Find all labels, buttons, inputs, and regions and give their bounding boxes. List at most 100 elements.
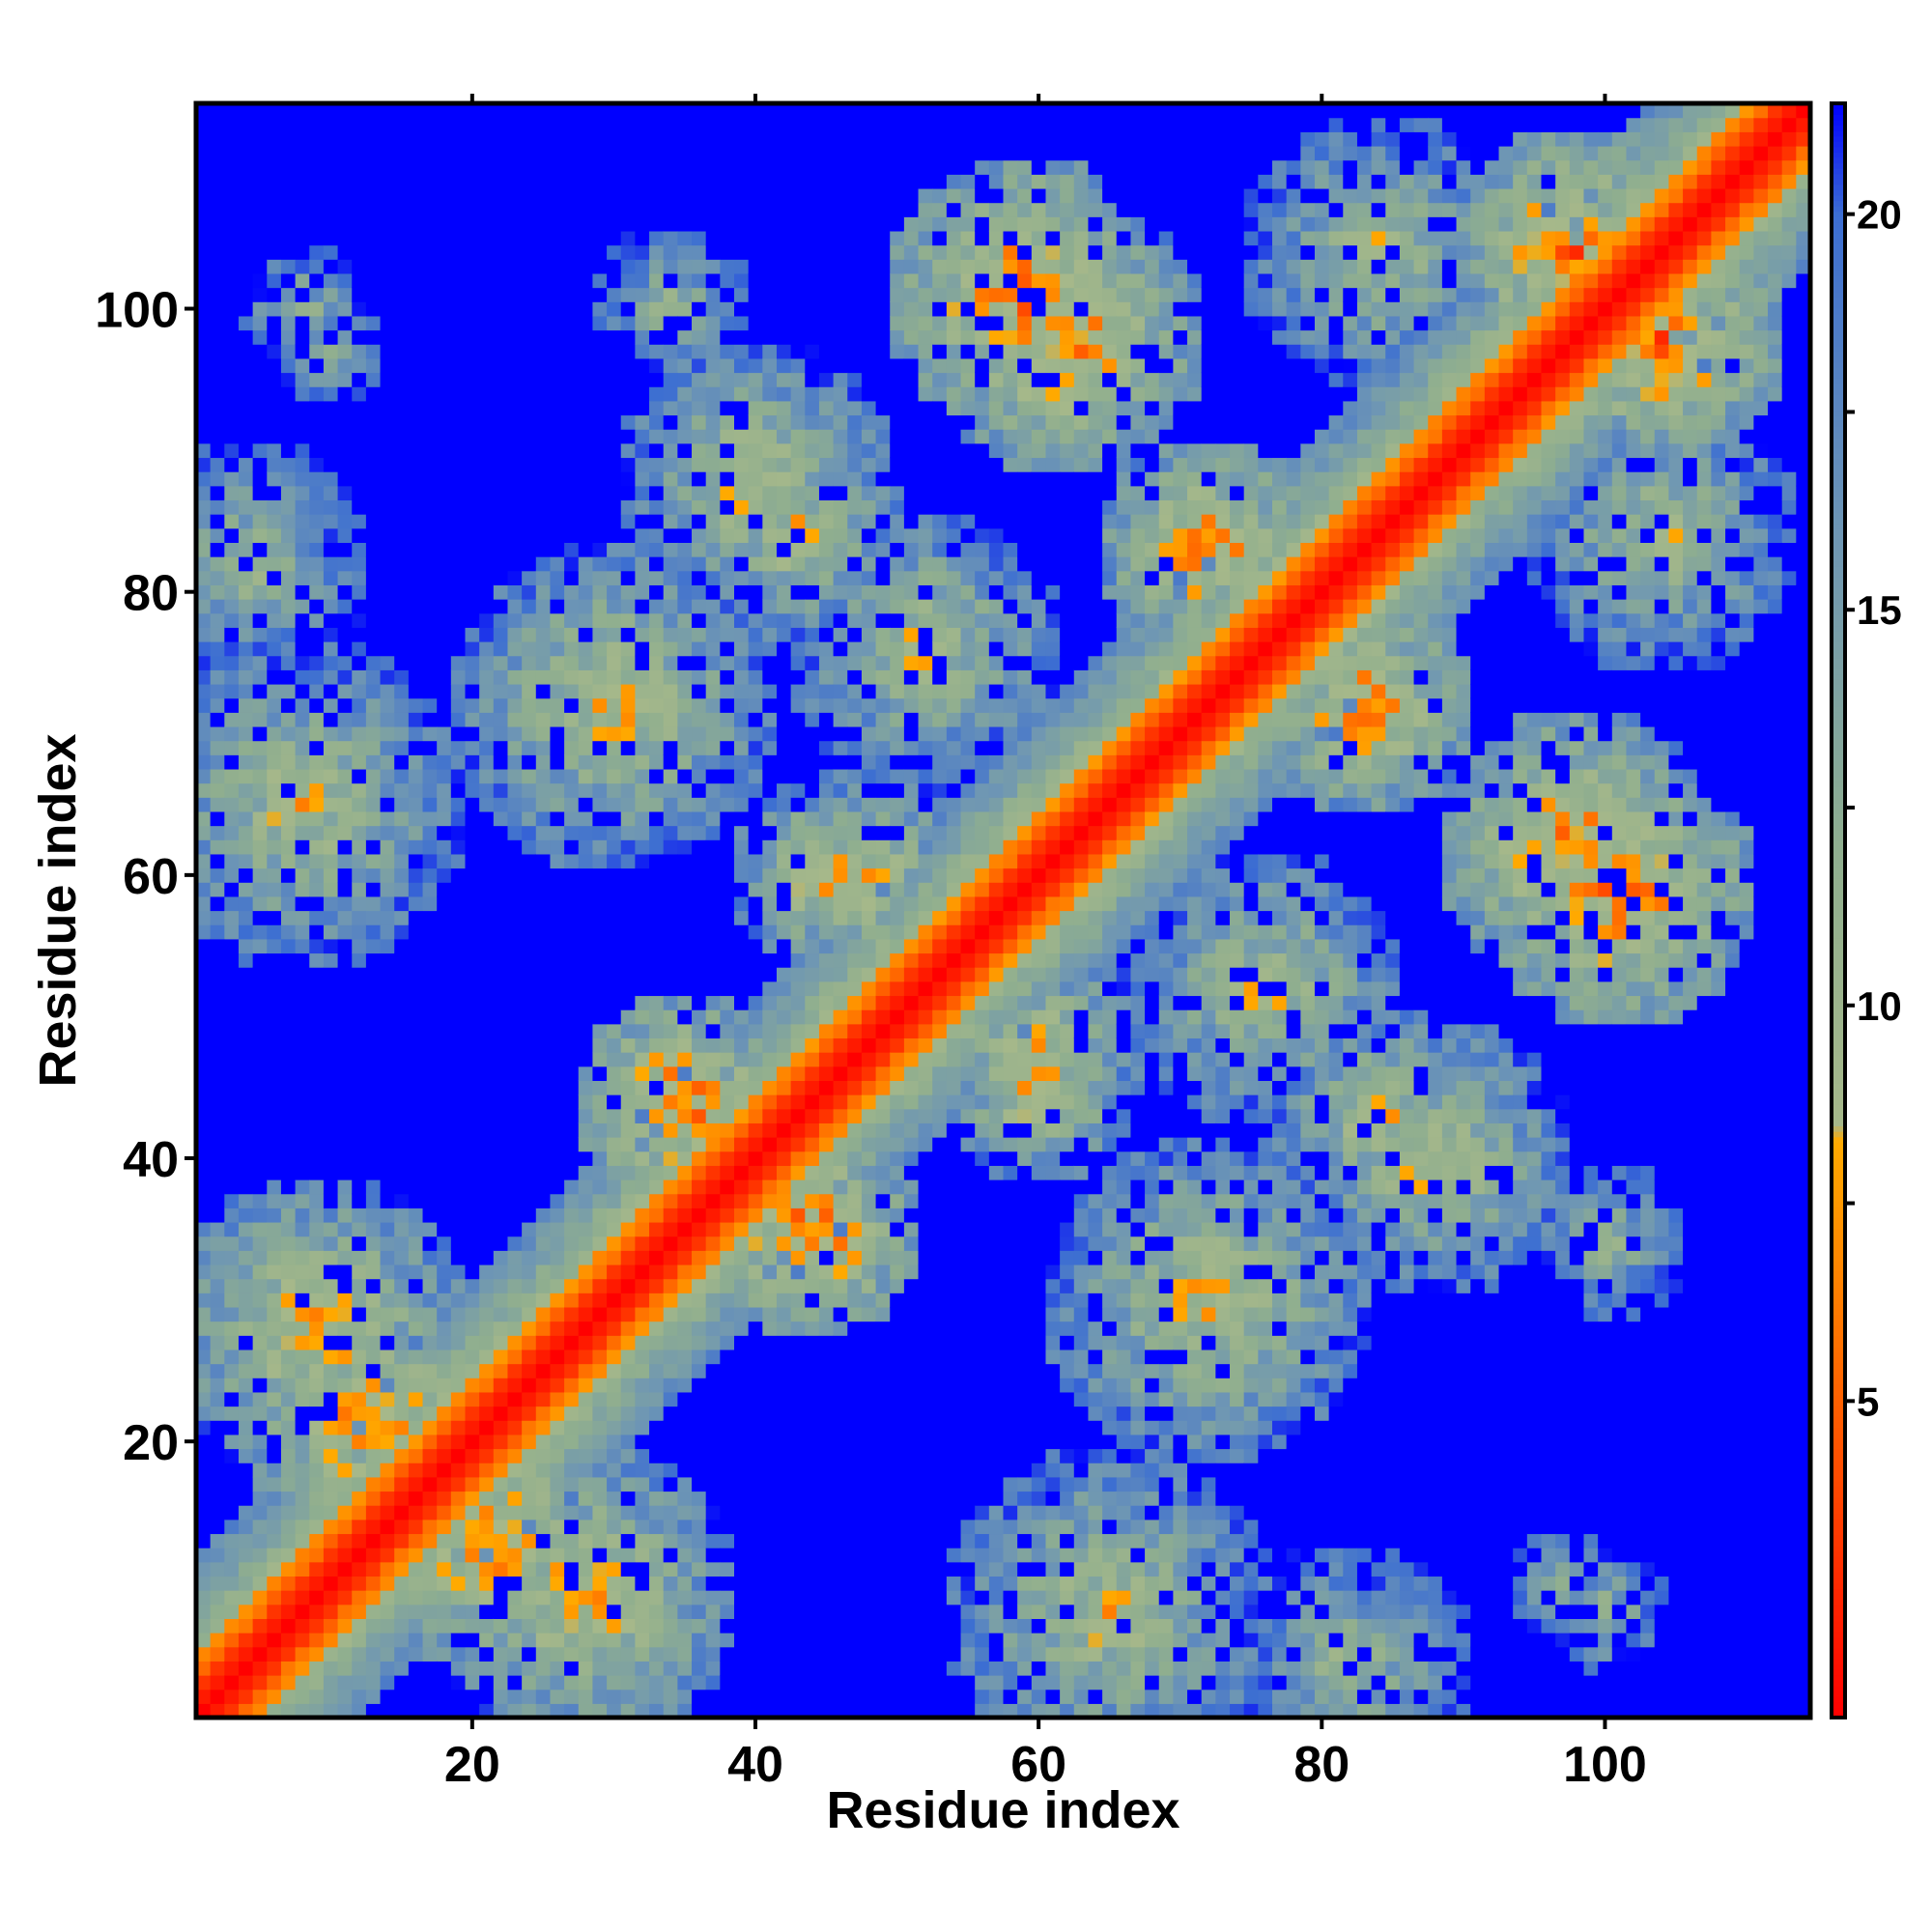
heatmap-cell: [720, 1065, 735, 1081]
heatmap-cell: [252, 1236, 268, 1251]
heatmap-cell: [805, 1590, 820, 1605]
heatmap-cell: [210, 924, 225, 940]
heatmap-cell: [677, 1406, 693, 1421]
heatmap-cell: [323, 1165, 339, 1180]
heatmap-cell: [720, 1052, 735, 1067]
heatmap-cell: [805, 1037, 820, 1053]
heatmap-cell: [352, 1476, 367, 1492]
heatmap-cell: [210, 1306, 225, 1322]
heatmap-cell: [365, 655, 382, 670]
heatmap-cell: [720, 1491, 735, 1506]
heatmap-cell: [705, 1689, 721, 1704]
heatmap-cell: [196, 131, 212, 147]
heatmap-cell: [635, 655, 650, 670]
heatmap-cell: [408, 357, 424, 374]
heatmap-cell: [762, 853, 778, 869]
heatmap-cell: [408, 315, 424, 331]
heatmap-cell: [748, 216, 763, 232]
heatmap-cell: [408, 485, 424, 501]
heatmap-cell: [437, 230, 452, 246]
heatmap-cell: [479, 1519, 495, 1535]
heatmap-cell: [620, 429, 636, 444]
heatmap-cell: [437, 272, 452, 289]
heatmap-cell: [337, 259, 353, 274]
heatmap-cell: [776, 485, 792, 501]
heatmap-cell: [394, 768, 410, 784]
heatmap-cell: [196, 499, 212, 515]
heatmap-cell: [522, 1208, 537, 1223]
heatmap-cell: [252, 174, 268, 189]
heatmap-cell: [337, 145, 353, 161]
heatmap-cell: [507, 1576, 523, 1591]
heatmap-cell: [550, 1420, 565, 1435]
heatmap-cell: [210, 1618, 225, 1634]
heatmap-cell: [493, 159, 509, 175]
heatmap-cell: [649, 499, 665, 515]
heatmap-cell: [295, 1193, 310, 1208]
heatmap-cell: [522, 1391, 537, 1407]
heatmap-cell: [649, 527, 665, 543]
heatmap-cell: [238, 187, 254, 204]
heatmap-cell: [734, 1193, 750, 1208]
heatmap-cell: [550, 372, 565, 387]
heatmap-cell: [422, 712, 438, 727]
heatmap-cell: [677, 1250, 693, 1265]
heatmap-cell: [408, 1618, 424, 1634]
heatmap-cell: [720, 187, 735, 204]
heatmap-cell: [224, 839, 240, 855]
heatmap-cell: [479, 825, 495, 840]
heatmap-cell: [620, 344, 636, 359]
heatmap-cell: [734, 967, 750, 982]
heatmap-cell: [196, 1321, 212, 1336]
heatmap-cell: [578, 1065, 594, 1081]
heatmap-cell: [437, 1122, 452, 1138]
heatmap-cell: [522, 839, 537, 855]
heatmap-cell: [252, 1661, 268, 1676]
heatmap-cell: [252, 329, 268, 345]
heatmap-cell: [522, 514, 537, 529]
heatmap-cell: [422, 1023, 438, 1039]
heatmap-cell: [592, 301, 608, 317]
heatmap-cell: [280, 471, 297, 487]
heatmap-cell: [635, 471, 650, 487]
heatmap-cell: [252, 712, 268, 727]
heatmap-cell: [493, 1548, 509, 1563]
heatmap-cell: [252, 853, 268, 869]
heatmap-cell: [564, 1590, 580, 1605]
heatmap-cell: [535, 1094, 552, 1110]
heatmap-cell: [522, 429, 537, 444]
heatmap-cell: [592, 131, 608, 147]
heatmap-cell: [578, 853, 594, 869]
heatmap-cell: [252, 400, 268, 416]
heatmap-cell: [295, 1505, 310, 1520]
heatmap-cell: [550, 301, 565, 317]
heatmap-cell: [295, 103, 310, 119]
heatmap-cell: [677, 1306, 693, 1322]
heatmap-cell: [705, 1703, 721, 1719]
heatmap-cell: [564, 414, 580, 430]
heatmap-cell: [705, 527, 721, 543]
heatmap-cell: [210, 471, 225, 487]
heatmap-cell: [352, 287, 367, 302]
heatmap-cell: [607, 287, 622, 302]
heatmap-cell: [620, 712, 636, 727]
heatmap-cell: [437, 967, 452, 982]
heatmap-cell: [564, 202, 580, 217]
heatmap-cell: [465, 1463, 480, 1478]
heatmap-cell: [210, 1335, 225, 1350]
heatmap-cell: [522, 329, 537, 345]
heatmap-cell: [479, 1448, 495, 1463]
heatmap-cell: [535, 1179, 552, 1195]
heatmap-cell: [380, 867, 395, 883]
heatmap-cell: [550, 1505, 565, 1520]
heatmap-cell: [465, 372, 480, 387]
heatmap-cell: [649, 429, 665, 444]
heatmap-cell: [635, 1349, 650, 1365]
heatmap-cell: [210, 400, 225, 416]
heatmap-cell: [522, 1052, 537, 1067]
heatmap-cell: [380, 599, 395, 614]
heatmap-cell: [267, 357, 282, 374]
heatmap-cell: [380, 357, 395, 374]
heatmap-cell: [224, 1236, 240, 1251]
heatmap-cell: [805, 429, 820, 444]
